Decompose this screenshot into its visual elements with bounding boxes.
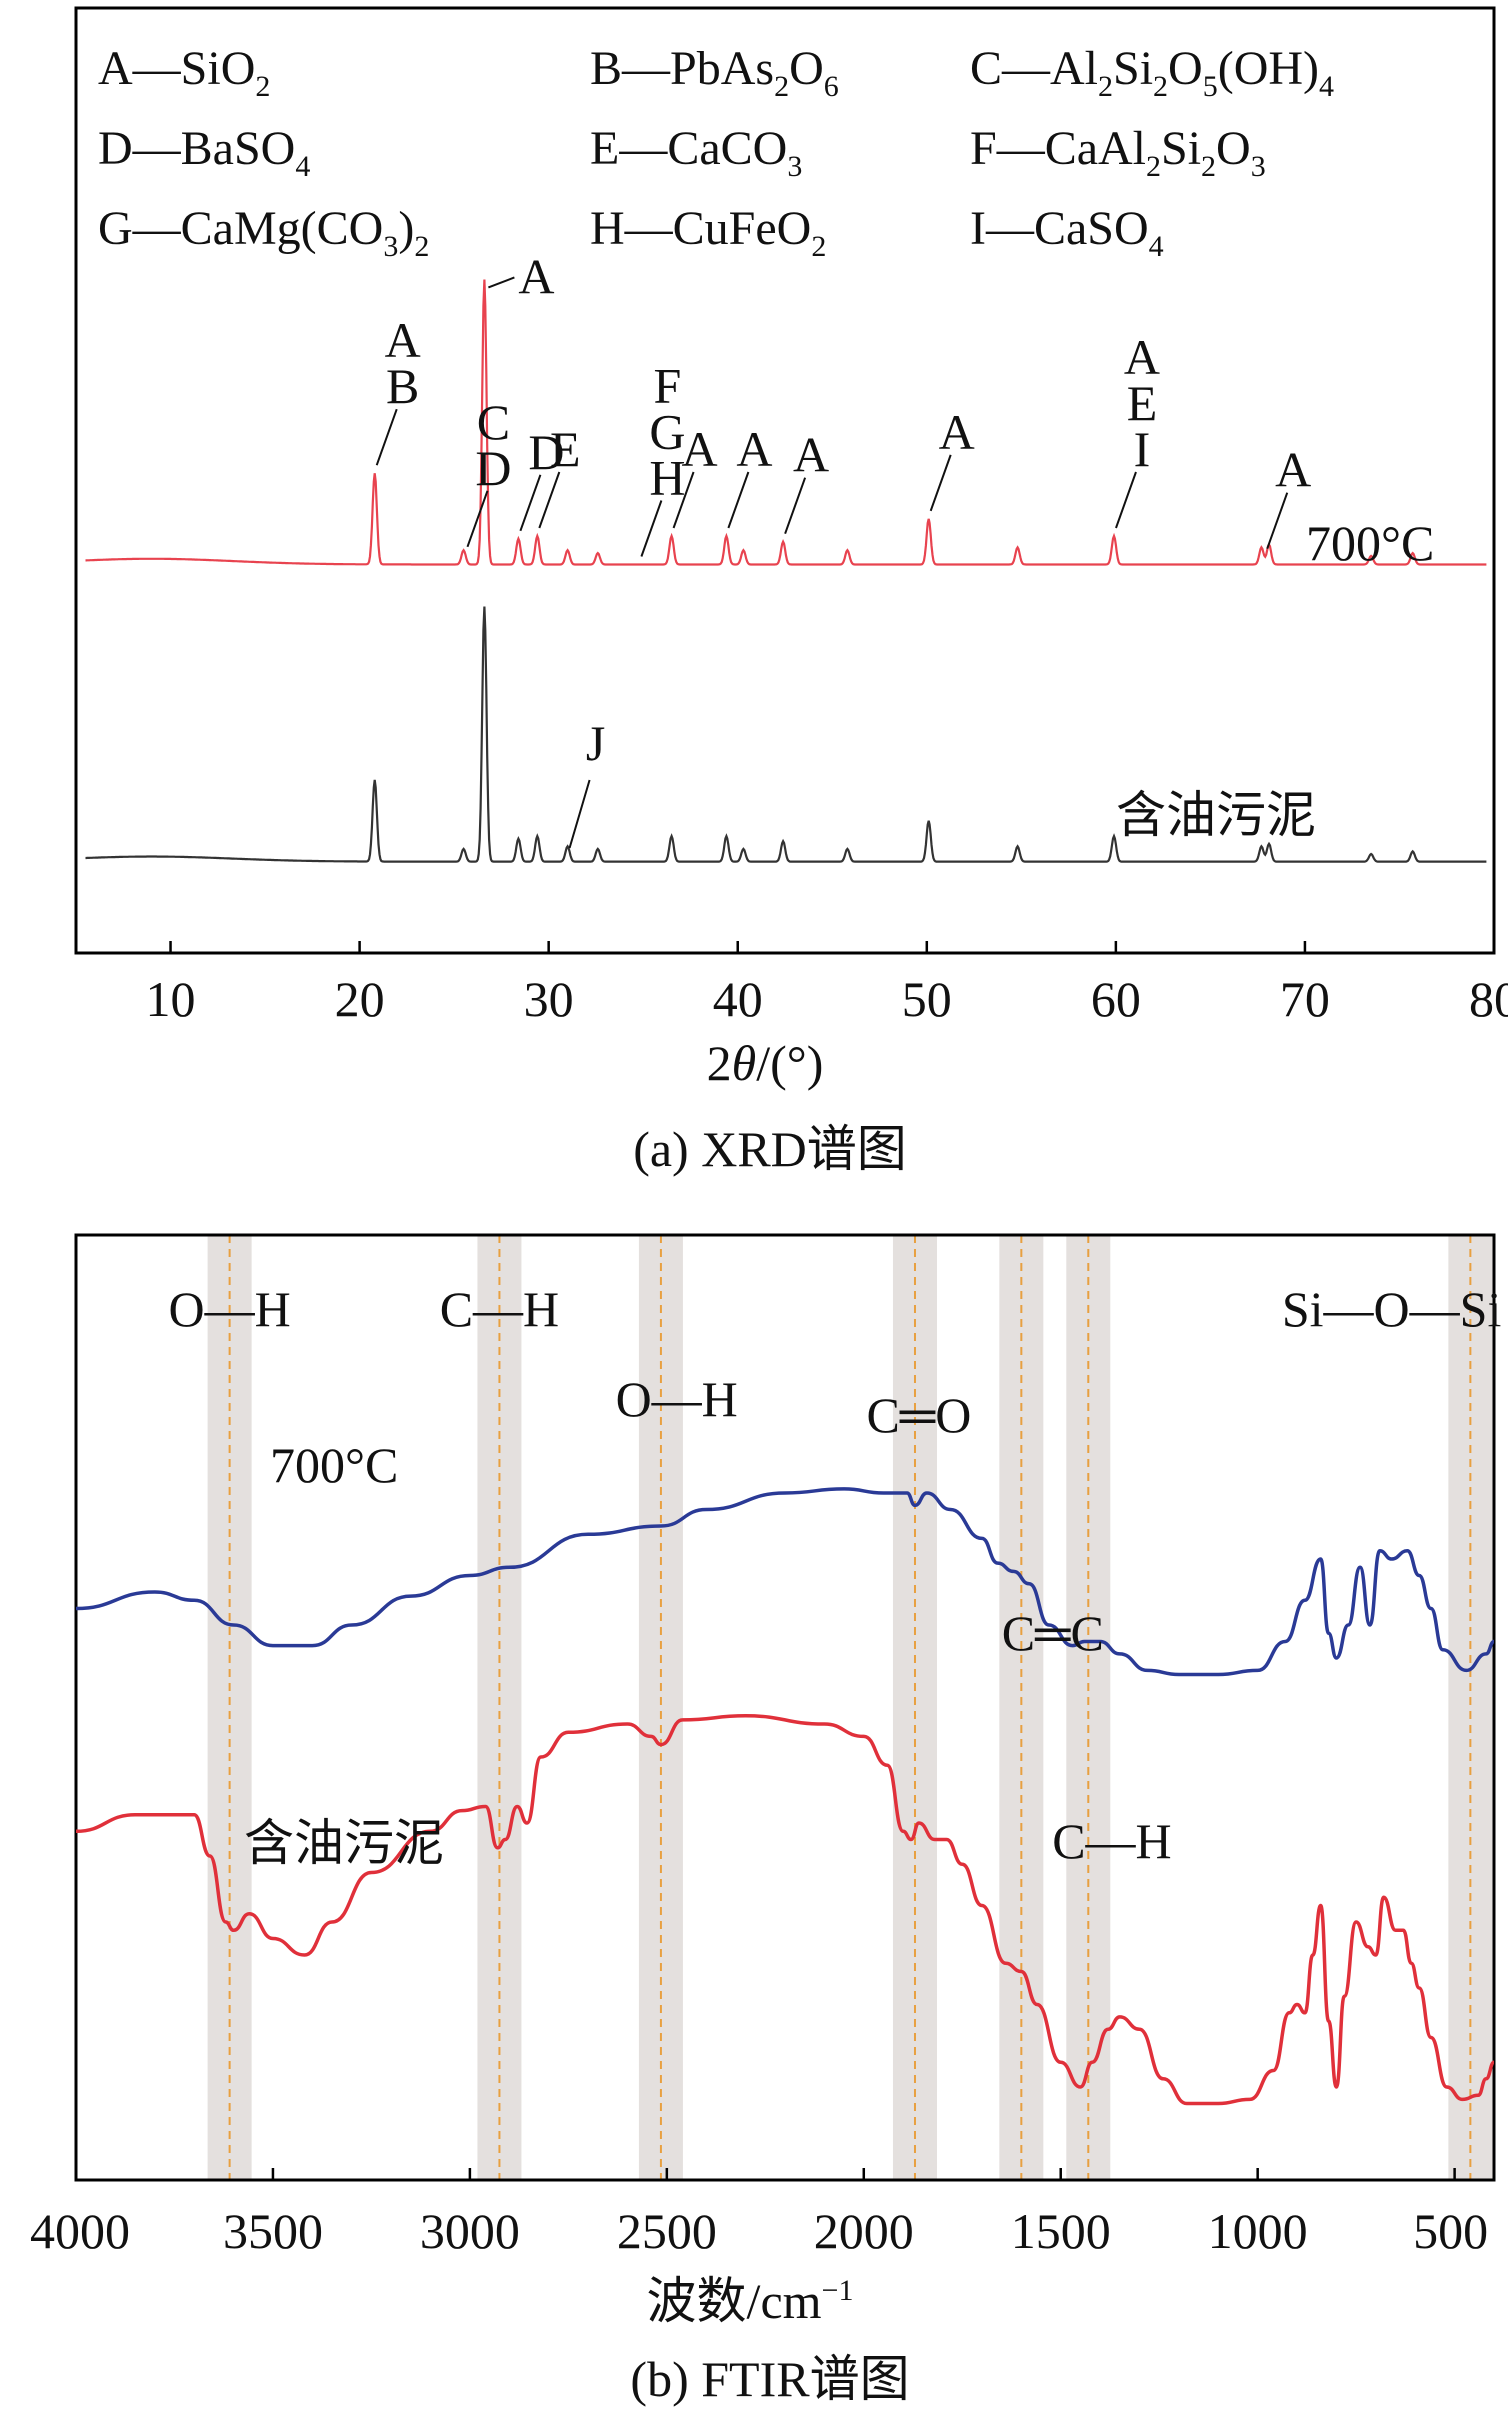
annotation-label: A	[1124, 329, 1160, 385]
annotation-label: A	[385, 312, 421, 368]
legend-a: A—SiO2	[98, 42, 270, 103]
xrd-tick-label: 20	[335, 971, 385, 1027]
ftir-annotation-label: O—H	[169, 1281, 291, 1337]
ftir-series-line	[75, 1487, 1495, 1677]
annotation-label: A	[682, 421, 718, 477]
legend-i: I—CaSO4	[970, 202, 1164, 263]
xrd-legend: A—SiO2 B—PbAs2O6 C—Al2Si2O5(OH)4 D—BaSO4…	[98, 42, 1334, 263]
annotation-label: E	[1127, 375, 1158, 431]
ftir-annotation-label: C—H	[1052, 1813, 1171, 1869]
legend-g: G—CaMg(CO3)2	[98, 202, 429, 263]
xrd-tick-label: 10	[146, 971, 196, 1027]
annotation-label: H	[649, 449, 685, 505]
annotation-label: I	[1134, 421, 1151, 477]
annotation-label: A	[518, 248, 554, 304]
xrd-panel: A—SiO2 B—PbAs2O6 C—Al2Si2O5(OH)4 D—BaSO4…	[74, 6, 1508, 1177]
xrd-series-line	[85, 279, 1487, 566]
legend-c: C—Al2Si2O5(OH)4	[970, 42, 1334, 103]
legend-h: H—CuFeO2	[590, 202, 826, 263]
ftir-tick-label: 1500	[1011, 2203, 1111, 2259]
annotation-label: D	[528, 424, 564, 480]
annotation-label: C	[477, 394, 510, 450]
annotation-label: D	[475, 440, 511, 496]
annotation-leader	[466, 490, 489, 548]
ftir-annotation-label: C═C	[1002, 1605, 1104, 1661]
legend-f: F—CaAl2Si2O3	[970, 122, 1266, 183]
annotation-leader	[1115, 471, 1137, 529]
ftir-series-line	[75, 1714, 1495, 2106]
ftir-tick-label: 3000	[420, 2203, 520, 2259]
xrd-series-label-700: 700°C	[1306, 515, 1434, 571]
ftir-caption: (b) FTIR谱图	[630, 2351, 909, 2407]
ftir-annotation-label: C═O	[866, 1387, 971, 1443]
xrd-series-label-sludge: 含油污泥	[1116, 787, 1316, 843]
ftir-x-axis-label: 波数/cm−1	[647, 2273, 854, 2329]
annotation-label: A	[1275, 442, 1311, 498]
ftir-annotation-label: C—H	[440, 1281, 559, 1337]
ftir-plot-frame	[74, 1233, 1496, 2182]
annotation-leader	[929, 454, 952, 512]
annotation-leader	[672, 471, 695, 529]
legend-e: E—CaCO3	[590, 122, 802, 183]
ftir-series-label-sludge: 含油污泥	[244, 1815, 444, 1871]
annotation-label: G	[649, 403, 685, 459]
annotation-leader	[640, 500, 663, 557]
ftir-tick-label: 500	[1413, 2203, 1488, 2259]
ftir-tick-label: 2500	[617, 2203, 717, 2259]
ftir-annotation-label: Si—O—Si	[1282, 1281, 1502, 1337]
annotation-label: J	[586, 715, 605, 771]
xrd-x-axis: 10 20 30 40 50 60 70 80	[146, 941, 1508, 1027]
annotation-leader	[538, 471, 561, 529]
ftir-x-axis: 4000 3500 3000 2500 2000 1500 1000 500	[30, 2168, 1488, 2259]
ftir-panel: O—H C—H O—H C═O C═C C—H Si—O—Si 4000 3500 3000 25…	[30, 1233, 1502, 2407]
annotation-label: B	[386, 358, 419, 414]
xrd-series-line	[85, 606, 1487, 863]
annotation-label: E	[550, 421, 581, 477]
xrd-series-group	[85, 279, 1487, 863]
legend-b: B—PbAs2O6	[590, 42, 839, 103]
ftir-annotations: O—H C—H O—H C═O C═C C—H Si—O—Si	[169, 1281, 1502, 1869]
xrd-tick-label: 40	[713, 971, 763, 1027]
xrd-tick-label: 80	[1469, 971, 1508, 1027]
annotation-leader	[784, 477, 807, 535]
ftir-series-label-700: 700°C	[270, 1437, 398, 1493]
xrd-tick-label: 30	[524, 971, 574, 1027]
xrd-x-axis-label: 2θ/(°)	[707, 1035, 824, 1091]
xrd-tick-label: 60	[1091, 971, 1141, 1027]
ftir-tick-label: 3500	[223, 2203, 323, 2259]
xrd-tick-label: 70	[1280, 971, 1330, 1027]
annotation-label: F	[654, 357, 682, 413]
annotation-leader	[568, 779, 591, 849]
xrd-plot-frame	[74, 6, 1496, 955]
annotation-leader	[727, 471, 750, 529]
xrd-caption: (a) XRD谱图	[633, 1121, 907, 1177]
ftir-bands	[207, 1235, 1493, 2180]
xrd-tick-label: 50	[902, 971, 952, 1027]
legend-d: D—BaSO4	[98, 122, 310, 183]
ftir-tick-label: 1000	[1208, 2203, 1308, 2259]
annotation-leader	[519, 474, 542, 532]
annotation-label: A	[939, 404, 975, 460]
annotation-leader	[488, 276, 515, 289]
annotation-label: A	[793, 427, 829, 483]
annotation-label: A	[736, 421, 772, 477]
ftir-annotation-label: O—H	[616, 1371, 738, 1427]
annotation-leader	[375, 408, 398, 466]
ftir-series-group	[75, 1487, 1495, 2106]
ftir-tick-label: 4000	[30, 2203, 130, 2259]
ftir-tick-label: 2000	[814, 2203, 914, 2259]
annotation-leader	[1266, 492, 1289, 550]
